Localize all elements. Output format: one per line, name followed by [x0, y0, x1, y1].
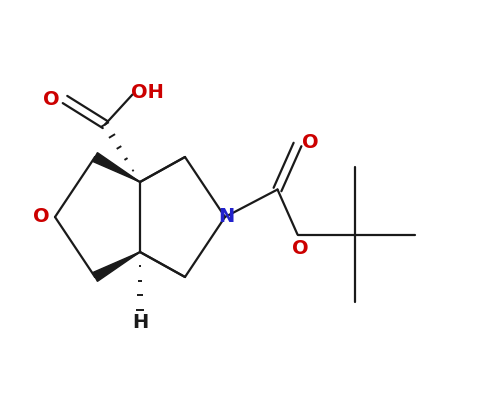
Polygon shape — [92, 252, 140, 281]
Text: O: O — [302, 133, 318, 151]
Text: O: O — [42, 90, 59, 109]
Text: N: N — [218, 208, 234, 226]
Text: H: H — [132, 312, 148, 332]
Text: O: O — [292, 239, 308, 258]
Text: OH: OH — [131, 83, 164, 101]
Polygon shape — [92, 153, 140, 182]
Text: O: O — [32, 208, 50, 226]
